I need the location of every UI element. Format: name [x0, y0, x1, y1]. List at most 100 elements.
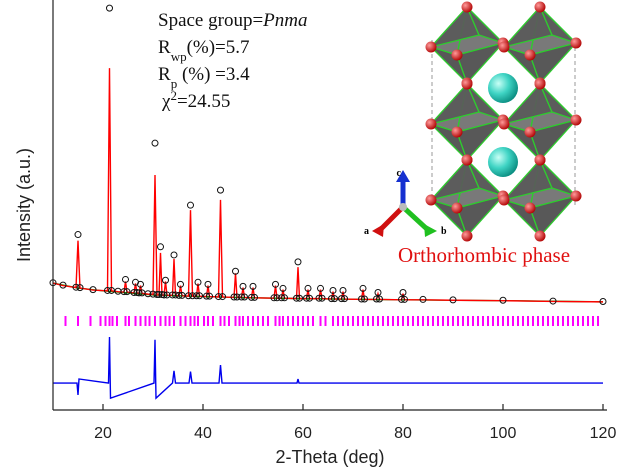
- observed-point: [358, 295, 365, 303]
- observed-point: [177, 280, 184, 288]
- y-axis-label: Intensity (a.u.): [14, 148, 34, 262]
- oxygen-atom: [534, 154, 546, 166]
- oxygen-atom: [534, 78, 546, 90]
- a-site-atom: [488, 147, 518, 177]
- oxygen-atom: [498, 41, 510, 53]
- observed-point: [178, 291, 186, 299]
- octahedron-face: [529, 41, 578, 85]
- oxygen-atom: [425, 118, 437, 130]
- observed-point: [303, 294, 310, 302]
- octahedron-face: [456, 41, 505, 85]
- oxygen-atom: [570, 190, 582, 202]
- observed-point: [270, 294, 278, 302]
- arrow-head: [424, 224, 437, 237]
- observed-point: [599, 297, 607, 305]
- observed-point: [329, 286, 337, 294]
- octahedron-face: [456, 194, 505, 238]
- arrow-head: [396, 170, 410, 182]
- octahedron-face: [466, 159, 504, 197]
- annotation-text: Pnma: [262, 10, 307, 31]
- octahedron-face: [466, 6, 504, 44]
- observed-point: [162, 276, 169, 284]
- oxygen-atom: [461, 230, 473, 242]
- a-site-atom: [488, 73, 518, 103]
- oxygen-atom: [425, 194, 437, 206]
- axis-arrow: [401, 205, 430, 232]
- crystal-structure: [425, 1, 582, 242]
- observed-point: [272, 280, 279, 288]
- annotation-text: (%) =3.4: [177, 64, 250, 85]
- observed-point: [187, 201, 194, 209]
- observed-point: [401, 295, 408, 303]
- observed-point: [219, 293, 226, 301]
- annotation: χ2=24.55: [161, 88, 230, 113]
- axis-name: c: [397, 168, 402, 179]
- observed-point: [339, 286, 347, 294]
- oxygen-atom: [524, 126, 536, 138]
- observed-point: [215, 293, 222, 301]
- observed-point: [281, 294, 288, 302]
- annotation: Rwp(%)=5.7: [158, 37, 250, 64]
- octahedron-face: [456, 118, 505, 162]
- observed-point: [549, 297, 557, 305]
- observed-point: [151, 139, 159, 147]
- annotation-text: χ: [161, 91, 171, 112]
- observed-point: [153, 291, 161, 299]
- x-axis-label: 2-Theta (deg): [275, 447, 384, 467]
- oxygen-atom: [451, 202, 463, 214]
- octahedron-face: [529, 194, 578, 238]
- observed-point: [160, 291, 168, 299]
- annotation-text: 2: [170, 88, 177, 103]
- observed-point: [169, 291, 176, 299]
- axis-name: a: [364, 226, 369, 237]
- oxygen-atom: [425, 41, 437, 53]
- observed-point: [359, 284, 367, 292]
- oxygen-atom: [451, 126, 463, 138]
- observed-point: [170, 251, 178, 259]
- x-tick-label: 80: [394, 425, 412, 442]
- observed-point: [193, 292, 200, 300]
- observed-point: [108, 286, 115, 294]
- observed-point: [137, 280, 144, 288]
- observed-point: [185, 292, 192, 300]
- plot-area: [49, 4, 607, 400]
- observed-point: [248, 293, 255, 301]
- observed-point: [204, 280, 212, 288]
- observed-point: [203, 292, 210, 300]
- observed-point: [238, 293, 245, 301]
- observed-point: [230, 293, 238, 301]
- axis-arrow: [378, 205, 405, 232]
- observed-point: [135, 289, 143, 297]
- oxygen-atom: [524, 49, 536, 61]
- observed-point: [175, 291, 183, 299]
- observed-point: [315, 294, 323, 302]
- observed-point: [341, 295, 348, 303]
- annotation: Rp (%) =3.4: [158, 64, 250, 91]
- observed-point: [239, 282, 247, 290]
- observed-point: [328, 295, 335, 303]
- observed-point: [106, 4, 113, 12]
- observed-point: [122, 275, 129, 283]
- observed-point: [331, 295, 338, 303]
- observed-point: [74, 231, 82, 239]
- axis-name: b: [441, 226, 447, 237]
- oxygen-atom: [570, 37, 582, 49]
- observed-point: [419, 295, 427, 303]
- annotation-text: R: [158, 37, 171, 58]
- observed-point: [398, 295, 405, 303]
- oxygen-atom: [498, 118, 510, 130]
- observed-point: [279, 284, 287, 292]
- observed-point: [338, 295, 345, 303]
- x-tick-label: 40: [194, 425, 212, 442]
- oxygen-atom: [524, 202, 536, 214]
- observed-point: [361, 295, 368, 303]
- observed-point: [241, 293, 248, 301]
- observed-point: [155, 291, 163, 299]
- observed-point: [172, 291, 179, 299]
- observed-point: [499, 296, 507, 304]
- annotation: Space group=Pnma: [158, 10, 308, 31]
- observed-point: [296, 294, 303, 302]
- observed-point: [89, 286, 97, 294]
- observed-point: [130, 288, 138, 296]
